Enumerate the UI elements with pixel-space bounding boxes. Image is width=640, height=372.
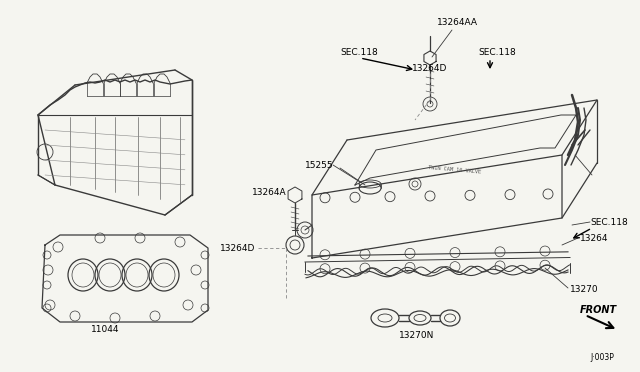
Text: 13264A: 13264A	[252, 187, 287, 196]
Text: SEC.118: SEC.118	[340, 48, 378, 57]
Text: 13264AA: 13264AA	[437, 17, 478, 26]
Text: 13270: 13270	[570, 285, 598, 295]
Text: J·003P: J·003P	[590, 353, 614, 362]
Text: 13264: 13264	[580, 234, 609, 243]
Text: SEC.118: SEC.118	[478, 48, 516, 57]
Text: 13264D: 13264D	[412, 64, 447, 73]
Text: 13264D: 13264D	[220, 244, 255, 253]
Text: FRONT: FRONT	[580, 305, 617, 315]
Text: SEC.118: SEC.118	[590, 218, 628, 227]
Text: TWIN CAM 16 VALVE: TWIN CAM 16 VALVE	[428, 165, 482, 175]
Text: 11044: 11044	[91, 326, 119, 334]
Text: 15255: 15255	[305, 160, 333, 170]
Text: 13270N: 13270N	[399, 331, 435, 340]
